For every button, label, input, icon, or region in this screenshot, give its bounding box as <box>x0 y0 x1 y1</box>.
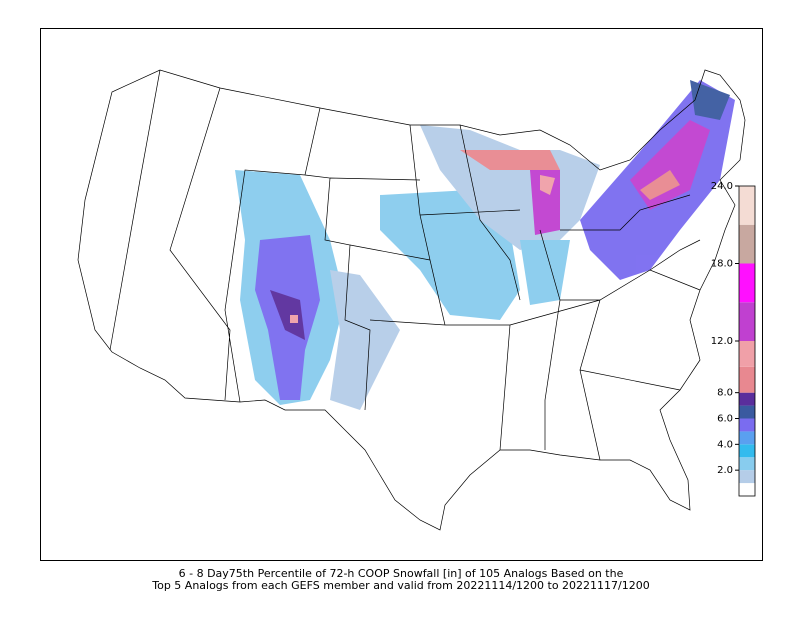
caption: 6 - 8 Day75th Percentile of 72-h COOP Sn… <box>179 567 624 580</box>
colorbar-tick-label: 2.0 <box>717 465 733 476</box>
colorbar-segment <box>739 431 755 445</box>
colorbar-segment <box>739 457 755 471</box>
colorbar-segment <box>739 470 755 484</box>
caption: Top 5 Analogs from each GEFS member and … <box>151 579 650 592</box>
colorbar-segment <box>739 405 755 419</box>
colorbar-segment <box>739 186 755 225</box>
colorbar-segment <box>739 444 755 458</box>
colorbar-segment <box>739 483 755 496</box>
colorbar-tick-label: 6.0 <box>717 414 733 425</box>
colorbar-tick-label: 24.0 <box>711 181 733 192</box>
colorbar-segment <box>739 341 755 367</box>
colorbar-tick-label: 4.0 <box>717 439 733 450</box>
snow-areas <box>235 80 735 410</box>
colorbar-segment <box>739 302 755 341</box>
colorbar-segment <box>739 263 755 303</box>
colorbar-segment <box>739 392 755 406</box>
colorbar-segment <box>739 224 755 264</box>
colorbar-segment <box>739 418 755 432</box>
colorbar: 2.0 4.0 6.0 8.0 12.0 18.0 24.0 <box>711 181 756 497</box>
colorbar-tick-label: 12.0 <box>711 336 733 347</box>
map-outline <box>77 69 746 531</box>
colorbar-segment <box>739 366 755 393</box>
map-frame <box>40 28 763 561</box>
colorbar-tick-label: 8.0 <box>717 388 733 399</box>
colorbar-tick-label: 18.0 <box>711 259 733 270</box>
